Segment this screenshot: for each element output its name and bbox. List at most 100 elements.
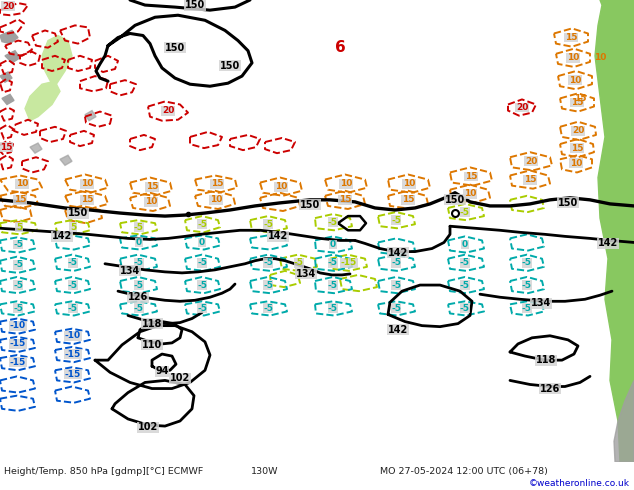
Text: 134: 134	[296, 269, 316, 279]
Text: 15: 15	[402, 196, 414, 204]
Text: 0: 0	[199, 238, 205, 247]
Text: -10: -10	[10, 321, 26, 330]
Text: 126: 126	[540, 384, 560, 393]
Text: 134: 134	[531, 298, 551, 308]
Text: -5: -5	[263, 220, 273, 229]
Text: 150: 150	[68, 208, 88, 218]
Text: 15: 15	[524, 175, 536, 184]
Text: 110: 110	[142, 340, 162, 350]
Text: 142: 142	[388, 247, 408, 258]
Text: 15: 15	[210, 179, 223, 188]
Text: 5: 5	[70, 223, 76, 232]
Polygon shape	[5, 51, 20, 63]
Text: 10: 10	[340, 179, 353, 188]
Text: 15: 15	[14, 196, 26, 204]
Text: MO 27-05-2024 12:00 UTC (06+78): MO 27-05-2024 12:00 UTC (06+78)	[380, 467, 548, 476]
Text: 15: 15	[0, 143, 12, 151]
Text: 150: 150	[300, 200, 320, 210]
Text: -5: -5	[391, 258, 401, 267]
Text: 15: 15	[339, 196, 351, 204]
Text: -5: -5	[197, 258, 207, 267]
Text: -5: -5	[134, 258, 144, 267]
Text: -5: -5	[328, 258, 338, 267]
Text: -5: -5	[13, 304, 23, 313]
Text: -5: -5	[13, 281, 23, 290]
Text: 118: 118	[142, 318, 162, 329]
Text: -5: -5	[460, 208, 470, 217]
Text: 0: 0	[462, 240, 468, 249]
Polygon shape	[25, 81, 60, 121]
Text: 150: 150	[558, 198, 578, 208]
Text: 10: 10	[570, 159, 582, 168]
Text: 20: 20	[572, 126, 584, 135]
Text: 10: 10	[567, 53, 579, 62]
Text: -5: -5	[294, 258, 304, 267]
Text: 142: 142	[598, 239, 618, 248]
Text: -15: -15	[65, 370, 81, 379]
Text: -5: -5	[197, 220, 207, 229]
Text: -5: -5	[197, 304, 207, 313]
Text: -5: -5	[460, 304, 470, 313]
Text: 10: 10	[594, 53, 606, 62]
Text: -5: -5	[391, 281, 401, 290]
Text: 20: 20	[525, 157, 537, 166]
Text: ©weatheronline.co.uk: ©weatheronline.co.uk	[529, 479, 630, 489]
Text: -15: -15	[341, 258, 357, 267]
Text: 142: 142	[268, 231, 288, 242]
Text: -5: -5	[68, 304, 78, 313]
Text: 10: 10	[275, 182, 287, 191]
Text: 150: 150	[165, 43, 185, 53]
Text: -5: -5	[263, 258, 273, 267]
Text: -5: -5	[522, 258, 532, 267]
Polygon shape	[595, 0, 634, 462]
Text: 10: 10	[569, 75, 581, 85]
Text: -5: -5	[391, 216, 401, 224]
Text: 142: 142	[388, 325, 408, 335]
Text: 20: 20	[516, 103, 528, 112]
Text: 134: 134	[120, 266, 140, 276]
Text: 15: 15	[571, 144, 583, 152]
Text: Height/Temp. 850 hPa [gdmp][°C] ECMWF: Height/Temp. 850 hPa [gdmp][°C] ECMWF	[4, 467, 204, 476]
Polygon shape	[85, 111, 96, 121]
Text: 0: 0	[330, 240, 336, 249]
Text: 15: 15	[465, 172, 477, 181]
Text: -15: -15	[10, 340, 26, 348]
Text: 10: 10	[81, 179, 93, 188]
Text: 10: 10	[403, 179, 415, 188]
Text: 126: 126	[128, 292, 148, 302]
Text: -5: -5	[134, 304, 144, 313]
Text: -5: -5	[263, 304, 273, 313]
Text: -5: -5	[68, 281, 78, 290]
Text: 10: 10	[16, 179, 28, 188]
Polygon shape	[614, 380, 634, 462]
Text: -15: -15	[10, 358, 26, 367]
Text: 10: 10	[145, 197, 157, 206]
Text: 15: 15	[574, 94, 586, 103]
Text: 0: 0	[136, 238, 142, 247]
Polygon shape	[42, 35, 72, 86]
Text: -5: -5	[197, 281, 207, 290]
Text: 15: 15	[81, 196, 93, 204]
Text: 15: 15	[565, 33, 577, 42]
Text: -5: -5	[263, 281, 273, 290]
Text: 130W: 130W	[251, 467, 279, 476]
Text: -5: -5	[522, 281, 532, 290]
Text: 10: 10	[464, 189, 476, 198]
Text: 150: 150	[185, 0, 205, 10]
Text: 142: 142	[52, 231, 72, 242]
Text: -5: -5	[134, 223, 144, 232]
Text: -5: -5	[13, 240, 23, 249]
Text: -5: -5	[522, 304, 532, 313]
Text: 102: 102	[138, 422, 158, 432]
Text: 20: 20	[162, 106, 174, 115]
Polygon shape	[60, 155, 72, 165]
Text: -5: -5	[134, 281, 144, 290]
Text: 102: 102	[170, 373, 190, 383]
Text: 150: 150	[445, 195, 465, 205]
Text: 10: 10	[210, 196, 222, 204]
Text: 15: 15	[146, 182, 158, 191]
Text: -5: -5	[68, 258, 78, 267]
Text: 20: 20	[2, 1, 14, 11]
Text: -10: -10	[65, 331, 81, 340]
Text: 15: 15	[571, 98, 583, 107]
